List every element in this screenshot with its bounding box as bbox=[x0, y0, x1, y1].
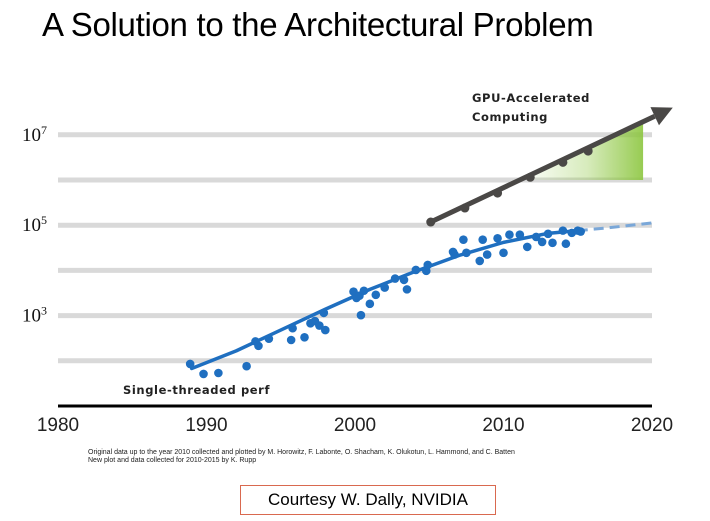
cpu-data-point bbox=[411, 265, 421, 275]
cpu-data-point bbox=[288, 323, 297, 333]
cpu-data-point bbox=[365, 299, 375, 309]
cpu-data-point bbox=[390, 274, 400, 283]
cpu-data-point bbox=[402, 285, 412, 294]
gpu-data-point bbox=[493, 188, 503, 198]
cpu-data-point bbox=[423, 260, 433, 270]
cpu-data-point bbox=[264, 334, 274, 343]
y-tick-label: 103 bbox=[22, 304, 47, 327]
gpu-data-point bbox=[525, 172, 535, 182]
cpu-data-point bbox=[371, 290, 381, 300]
cpu-data-point bbox=[515, 230, 525, 239]
y-tick-base: 10 bbox=[22, 215, 41, 236]
x-tick-label: 2000 bbox=[334, 415, 376, 436]
cpu-data-point bbox=[356, 310, 366, 320]
cpu-data-point bbox=[185, 359, 195, 369]
cpu-data-point bbox=[319, 308, 329, 318]
cpu-data-point bbox=[531, 232, 541, 242]
gpu-annotation-line: GPU-Accelerated bbox=[472, 91, 590, 105]
cpu-data-point bbox=[214, 368, 223, 378]
cpu-data-point bbox=[450, 250, 459, 259]
cpu-data-point bbox=[576, 227, 586, 236]
gpu-data-point bbox=[558, 157, 568, 167]
cpu-data-point bbox=[321, 325, 330, 335]
cpu-data-point bbox=[380, 283, 390, 292]
gpu-annotation-line: Computing bbox=[472, 110, 548, 124]
cpu-data-point bbox=[548, 238, 557, 248]
gpu-data-point bbox=[583, 146, 593, 156]
cpu-data-point bbox=[286, 335, 296, 345]
slide-title: A Solution to the Architectural Problem bbox=[42, 6, 594, 43]
cpu-projection-line bbox=[577, 221, 653, 233]
y-tick-exponent: 7 bbox=[41, 123, 47, 137]
y-tick-base: 10 bbox=[22, 125, 41, 146]
gridlines bbox=[58, 132, 652, 364]
y-tick-exponent: 3 bbox=[41, 304, 47, 318]
cpu-data-point bbox=[558, 226, 568, 235]
cpu-data-point bbox=[475, 256, 485, 266]
cpu-data-point bbox=[199, 369, 208, 379]
cpu-data-point bbox=[505, 230, 514, 239]
x-tick-label: 1980 bbox=[37, 415, 79, 436]
cpu-data-point bbox=[300, 332, 309, 342]
y-tick-label: 105 bbox=[22, 213, 47, 236]
data-credit: Original data up to the year 2010 collec… bbox=[88, 449, 628, 465]
cpu-data-point bbox=[543, 229, 553, 239]
gpu-arrowhead bbox=[650, 107, 673, 126]
y-tick-exponent: 5 bbox=[41, 213, 47, 227]
cpu-data-point bbox=[537, 237, 547, 247]
cpu-data-point bbox=[254, 341, 263, 351]
cpu-data-point bbox=[482, 250, 492, 259]
gpu-data-point bbox=[460, 203, 470, 213]
cpu-trend-line bbox=[189, 228, 580, 371]
cpu-data-point bbox=[499, 248, 508, 258]
cpu-data-point bbox=[493, 234, 502, 243]
cpu-data-point bbox=[399, 275, 409, 285]
y-tick-base: 10 bbox=[22, 306, 41, 327]
cpu-data-point bbox=[522, 242, 532, 252]
cpu-data-point bbox=[359, 286, 369, 296]
credit-line-1: Original data up to the year 2010 collec… bbox=[88, 449, 515, 456]
x-tick-label: 2020 bbox=[631, 415, 673, 436]
x-tick-label: 1990 bbox=[185, 415, 227, 436]
cpu-data-point bbox=[242, 361, 251, 371]
cpu-annotation: Single-threaded perf bbox=[123, 383, 270, 397]
credit-line-2: New plot and data collected for 2010-201… bbox=[88, 457, 257, 464]
cpu-data-point bbox=[478, 235, 488, 244]
courtesy-box: Courtesy W. Dally, NVIDIA bbox=[240, 485, 496, 515]
y-tick-label: 107 bbox=[22, 123, 47, 146]
cpu-data-point bbox=[561, 239, 571, 249]
cpu-data-point bbox=[462, 248, 471, 258]
gpu-data-point bbox=[426, 217, 436, 227]
x-tick-label: 2010 bbox=[482, 415, 524, 436]
cpu-data-point bbox=[315, 321, 324, 330]
gpu-trend-line bbox=[429, 113, 656, 225]
series-layer bbox=[185, 107, 673, 379]
cpu-data-point bbox=[459, 235, 468, 244]
